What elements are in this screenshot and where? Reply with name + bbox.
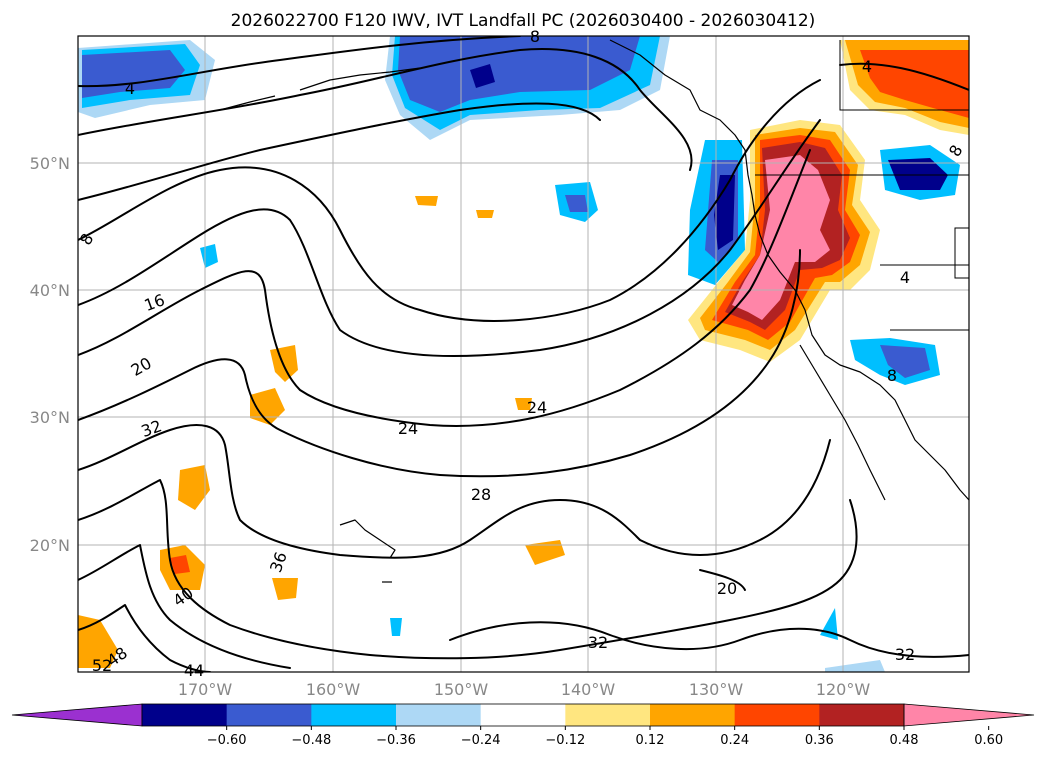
graticule <box>78 36 969 672</box>
colorbar-tick-label: 0.60 <box>974 733 1003 748</box>
colorbar-tick-label: 0.24 <box>720 733 749 748</box>
contour-20 <box>78 149 811 427</box>
pos-anomaly-blob <box>515 398 532 410</box>
colorbar-segment <box>396 704 482 726</box>
pos-anomaly-blob <box>78 615 118 668</box>
latitude-labels: 50°N 40°N 30°N 20°N <box>30 154 70 555</box>
colorbar-tick-label: −0.60 <box>207 733 247 748</box>
colorbar: −0.60 −0.48 −0.36 −0.24 −0.12 0.12 0.24 0.36 0.4… <box>11 703 1035 748</box>
contour-28 <box>78 424 831 559</box>
colorbar-segment <box>819 704 905 726</box>
map-area: 4 4 8 8 8 16 20 32 24 24 28 36 40 48 52 … <box>30 27 970 699</box>
pos-anomaly-blob <box>476 210 494 218</box>
neg-anomaly-blob <box>825 660 885 672</box>
longitude-labels: 170°W 160°W 150°W 140°W 130°W 120°W <box>178 680 871 699</box>
colorbar-tick-label: 0.48 <box>890 733 919 748</box>
contour-label: 8 <box>530 27 540 46</box>
contour-label: 32 <box>895 645 915 664</box>
na-west-coast <box>609 39 969 501</box>
contour-label: 32 <box>588 633 608 652</box>
colorbar-segment <box>311 704 397 726</box>
contour-label: 24 <box>527 398 547 417</box>
contour-40 <box>78 604 211 672</box>
contour-32b <box>449 621 969 658</box>
neg-anomaly-blob <box>390 618 402 636</box>
colorbar-segment <box>734 704 820 726</box>
colorbar-tick-label: −0.12 <box>545 733 585 748</box>
neg-anomaly-goa <box>398 36 640 112</box>
lat-label: 40°N <box>30 281 70 300</box>
lat-label: 50°N <box>30 154 70 173</box>
contour-8b <box>78 102 601 201</box>
neg-anomaly-goa-core <box>470 64 495 88</box>
contour-24 <box>78 249 801 478</box>
pos-anomaly-blob <box>415 196 438 206</box>
contour-12 <box>78 79 821 322</box>
neg-anomaly-offshore-core <box>714 175 735 250</box>
contour-4-ne <box>839 62 969 91</box>
contour-36 <box>78 544 291 669</box>
lon-label: 140°W <box>561 680 616 699</box>
colorbar-tick-label: −0.48 <box>291 733 331 748</box>
contour-8 <box>78 48 693 171</box>
lat-label: 30°N <box>30 408 70 427</box>
pos-anomaly-blob <box>270 345 298 382</box>
pos-anomaly-blob <box>525 540 565 565</box>
baja-coast <box>799 344 886 501</box>
colorbar-segment <box>565 704 651 726</box>
colorbar-extend-max <box>903 703 1035 727</box>
pos-anomaly-blob <box>178 465 210 510</box>
contour-16 <box>78 119 821 357</box>
contour-label: 20 <box>717 579 737 598</box>
colorbar-tick-label: −0.36 <box>376 733 416 748</box>
pos-anomaly-ne <box>860 50 969 118</box>
contour-label: 4 <box>125 79 135 98</box>
contour-label: 28 <box>471 485 491 504</box>
hawaii-islands <box>339 519 396 559</box>
province-border <box>839 40 969 111</box>
colorbar-segment <box>480 704 566 726</box>
contour-label: 4 <box>900 268 910 287</box>
contour-label: 24 <box>398 419 418 438</box>
neg-anomaly-interior <box>888 158 948 190</box>
contour-label: 44 <box>184 661 204 680</box>
colorbar-segment <box>226 704 312 726</box>
contour-20b <box>699 569 746 591</box>
colorbar-tick-label: −0.24 <box>461 733 501 748</box>
neg-anomaly-socal <box>880 345 930 378</box>
lon-label: 150°W <box>434 680 489 699</box>
contour-4 <box>78 36 521 88</box>
coastline <box>219 39 969 583</box>
pos-anomaly-blob <box>250 388 285 425</box>
pos-anomaly-blob <box>272 578 298 600</box>
lon-label: 120°W <box>816 680 871 699</box>
colorbar-extend-min <box>11 703 143 727</box>
map-title: 2026022700 F120 IWV, IVT Landfall PC (20… <box>231 11 816 31</box>
contour-label: 8 <box>887 366 897 385</box>
neg-anomaly-small <box>565 195 588 212</box>
colorbar-tick-label: 0.36 <box>805 733 834 748</box>
colorbar-segment <box>650 704 736 726</box>
colorbar-tick-label: 0.12 <box>636 733 665 748</box>
lon-label: 160°W <box>306 680 361 699</box>
contour-32 <box>78 479 858 660</box>
contour-label: 4 <box>862 57 872 76</box>
pos-anomaly-blob-core <box>170 555 190 574</box>
alaska-peninsula <box>299 67 421 91</box>
lon-label: 130°W <box>689 680 744 699</box>
political-borders <box>755 40 969 331</box>
lon-label: 170°W <box>178 680 233 699</box>
contour-label: 52 <box>92 656 112 675</box>
iwv-contours <box>78 36 969 672</box>
colorbar-frame <box>141 703 905 727</box>
state-borders <box>880 227 969 331</box>
colorbar-segment <box>142 704 228 726</box>
map-frame <box>77 35 970 673</box>
lat-label: 20°N <box>30 536 70 555</box>
